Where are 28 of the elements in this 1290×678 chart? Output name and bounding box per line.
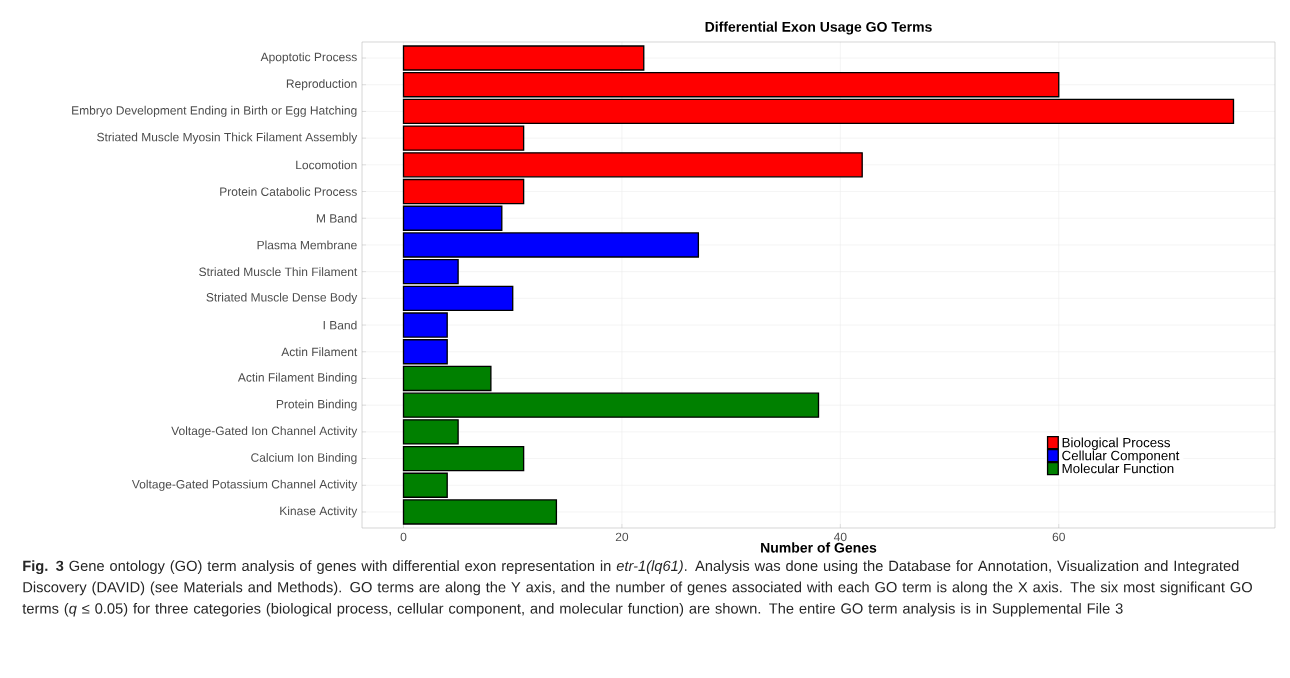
y-tick-label: Calcium Ion Binding bbox=[251, 452, 357, 465]
x-tick-label: 0 bbox=[400, 532, 407, 542]
legend-label: Molecular Function bbox=[1062, 463, 1174, 474]
y-tick-label: Plasma Membrane bbox=[257, 240, 357, 250]
y-tick-label: I Band bbox=[323, 320, 357, 330]
y-tick-label: Protein Binding bbox=[276, 399, 357, 411]
x-tick-label: 40 bbox=[833, 532, 847, 542]
y-tick-label: Striated Muscle Myosin Thick Filament Assembly bbox=[97, 132, 358, 144]
chart-title: Differential Exon Usage GO Terms bbox=[705, 21, 932, 35]
y-tick-label: Apoptotic Process bbox=[260, 52, 357, 64]
x-axis-title: Number of Genes bbox=[761, 542, 877, 553]
y-tick-label: Locomotion bbox=[296, 160, 357, 170]
y-tick-label: Kinase Activity bbox=[280, 506, 358, 518]
y-tick-label: M Band bbox=[316, 213, 357, 223]
y-tick-label: Striated Muscle Thin Filament bbox=[199, 267, 358, 277]
y-tick-label: Reproduction bbox=[286, 79, 357, 91]
y-tick-label: Striated Muscle Dense Body bbox=[206, 292, 358, 304]
y-tick-label: Embryo Development Ending in Birth or Egg Hatching bbox=[72, 105, 357, 118]
y-tick-label: Voltage-Gated Ion Channel Activity bbox=[171, 426, 358, 438]
y-tick-label: Protein Catabolic Process bbox=[220, 187, 357, 196]
legend-label: Biological Process bbox=[1062, 437, 1171, 450]
y-tick-label: Voltage-Gated Potassium Channel Activity bbox=[131, 479, 358, 491]
y-tick-label: Actin Filament Binding bbox=[237, 372, 357, 385]
x-tick-label: 20 bbox=[615, 532, 629, 542]
y-tick-label: Actin Filament bbox=[281, 347, 358, 357]
x-tick-label: 60 bbox=[1052, 532, 1065, 542]
legend-label: Cellular Component bbox=[1062, 450, 1180, 463]
text: Fig. 3 Gene ontology (GO) term analysis of genes with differential exon representation in etr-1(lq61). Analysis was done using the Database for Annotation, Visualization and Integrated Discovery (DAVID) (see Materials and Methods). GO terms are along the Y axis, and the number of genes associated with each GO term is along the X axis. The six most significant GO terms (q ≤ 0.05) for three categories (biological process, cellular component, and molecular function) are shown. The entire GO term analysis is in Supplemental File 3 bbox=[22, 560, 1252, 617]
